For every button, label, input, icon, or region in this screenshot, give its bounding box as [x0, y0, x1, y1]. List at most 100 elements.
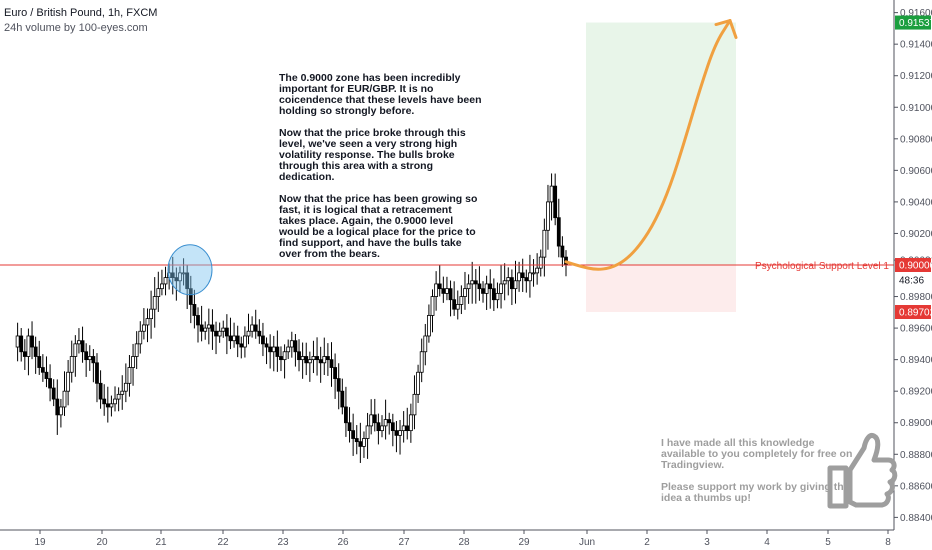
candle-up: [499, 283, 503, 294]
candle-up: [109, 403, 114, 408]
candle-up: [156, 288, 161, 297]
candle-down: [214, 330, 218, 337]
candle-down: [336, 378, 341, 392]
candle-down: [477, 283, 482, 290]
candle-down: [524, 277, 529, 282]
candle-down: [354, 438, 359, 443]
candle-up: [300, 356, 305, 361]
candle-up: [206, 324, 211, 329]
time-tick-label: 28: [458, 537, 470, 548]
candle-up: [419, 351, 424, 373]
candle-up: [546, 201, 550, 231]
candle-up: [517, 272, 521, 282]
candle-up: [59, 406, 63, 416]
candle-down: [441, 288, 446, 294]
candle-down: [344, 406, 348, 424]
candle-down: [19, 335, 24, 353]
candle-down: [268, 346, 273, 353]
candle-down: [196, 315, 200, 326]
time-tick-label: 29: [518, 537, 530, 548]
candle-up: [217, 330, 222, 337]
candle-up: [542, 229, 547, 258]
analysis-note: The 0.9000 zone has been incredibly impo…: [279, 72, 482, 260]
countdown-label: 48:36: [899, 276, 924, 287]
candle-down: [264, 343, 269, 348]
candle-up: [149, 308, 153, 320]
candle-down: [228, 335, 233, 342]
time-tick-label: 19: [34, 537, 46, 548]
candle-up: [427, 315, 431, 337]
candle-up: [383, 419, 388, 427]
candle-up: [445, 288, 449, 294]
candle-up: [369, 414, 374, 427]
time-tick-label: 26: [337, 537, 349, 548]
candle-down: [358, 441, 363, 447]
candle-up: [286, 346, 291, 353]
price-badge: [895, 15, 931, 30]
thanks-note: I have made all this knowledge available…: [661, 437, 853, 504]
target-zone: [586, 22, 736, 265]
candle-up: [138, 330, 143, 345]
candle-up: [178, 272, 182, 282]
candle-down: [437, 283, 442, 290]
candle-down: [304, 356, 309, 364]
candle-up: [502, 280, 507, 285]
candle-up: [466, 283, 471, 290]
indicator-title: 24h volume by 100-eyes.com: [4, 22, 148, 34]
candle-down: [390, 422, 395, 432]
candle-down: [105, 403, 110, 408]
price-badge-label: 0.90000: [899, 261, 932, 272]
candle-down: [405, 425, 410, 432]
candle-up: [113, 398, 117, 405]
candle-up: [66, 371, 71, 392]
time-tick-label: 23: [277, 537, 289, 548]
candle-down: [253, 324, 258, 332]
candle-down: [80, 340, 85, 353]
candle-up: [160, 283, 164, 290]
candle-down: [275, 346, 280, 357]
time-tick-label: 27: [398, 537, 410, 548]
candle-up: [423, 335, 428, 353]
candle-down: [318, 359, 323, 364]
price-badge: [895, 258, 931, 272]
time-tick-label: 2: [644, 537, 650, 548]
candle-up: [459, 296, 464, 305]
candle-down: [91, 356, 96, 364]
candle-down: [210, 324, 215, 332]
stop-zone: [586, 265, 736, 313]
candle-down: [333, 367, 337, 379]
candle-up: [362, 438, 366, 447]
candle-up: [15, 335, 20, 348]
candle-up: [463, 288, 467, 297]
candle-up: [434, 283, 439, 297]
candle-up: [484, 283, 489, 294]
price-badge-label: 0.91537: [899, 18, 932, 29]
candle-down: [488, 283, 493, 290]
candle-down: [509, 277, 514, 290]
candle-down: [293, 340, 298, 353]
time-tick-label: 20: [96, 537, 108, 548]
candle-down: [235, 335, 240, 345]
candle-down: [98, 382, 103, 400]
candle-down: [372, 414, 377, 424]
candle-down: [325, 356, 330, 361]
candle-up: [163, 277, 168, 285]
candle-up: [116, 393, 121, 400]
candle-down: [170, 272, 175, 279]
price-badge: [895, 305, 931, 320]
candle-down: [387, 419, 392, 424]
candle-down: [520, 272, 525, 279]
candle-up: [531, 272, 536, 275]
candle-down: [351, 430, 356, 439]
time-tick-label: Jun: [579, 537, 595, 548]
